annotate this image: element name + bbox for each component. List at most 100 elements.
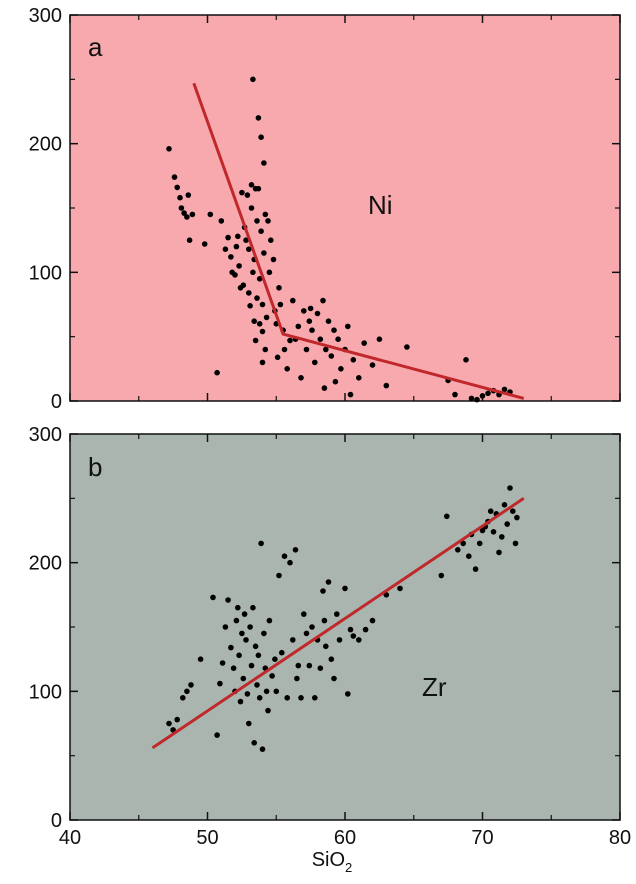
data-point — [298, 375, 304, 381]
data-point — [287, 337, 293, 344]
data-point — [228, 254, 234, 260]
fit-line — [192, 82, 525, 400]
data-point — [510, 508, 516, 514]
data-point — [404, 344, 410, 350]
data-point — [251, 318, 257, 325]
panel-b-plot-area — [69, 433, 621, 821]
data-point — [309, 624, 315, 630]
data-point — [265, 707, 271, 714]
data-point — [309, 327, 315, 334]
data-point — [323, 643, 329, 650]
data-point — [250, 604, 256, 611]
panel-b: 0 100 200 300 40 50 60 70 80 b Zr SiO2 — [29, 424, 632, 875]
data-point — [255, 652, 262, 659]
data-point — [261, 250, 267, 256]
data-point — [218, 218, 225, 224]
data-point — [338, 366, 344, 372]
data-point — [345, 323, 351, 330]
data-point — [356, 637, 362, 643]
data-point — [276, 285, 282, 291]
data-point — [444, 513, 450, 520]
data-point — [261, 160, 267, 166]
data-point — [369, 617, 376, 624]
data-point — [490, 529, 497, 535]
data-point — [256, 321, 263, 327]
data-point — [356, 375, 362, 381]
data-point — [504, 521, 511, 527]
y-tick-label: 0 — [51, 810, 62, 832]
data-point — [259, 301, 266, 308]
data-point — [201, 241, 208, 247]
data-point — [466, 553, 472, 559]
data-point — [301, 308, 307, 314]
x-tick-label: 50 — [196, 827, 218, 849]
data-point — [256, 695, 263, 701]
data-point — [325, 579, 332, 585]
data-point — [243, 237, 249, 243]
data-point — [241, 611, 248, 617]
data-point — [250, 76, 256, 83]
data-point — [350, 633, 357, 639]
data-point — [287, 559, 293, 566]
data-point — [276, 572, 282, 579]
x-axis-title-subscript: 2 — [345, 860, 352, 875]
data-point — [307, 305, 314, 312]
data-point — [207, 211, 214, 218]
data-point — [174, 716, 180, 723]
data-point — [501, 502, 508, 508]
data-point — [258, 540, 264, 547]
data-point — [290, 637, 296, 643]
data-point — [321, 385, 328, 391]
data-point — [186, 237, 193, 243]
data-point — [255, 185, 262, 192]
data-point — [184, 214, 190, 220]
data-point — [247, 303, 253, 309]
data-point — [292, 547, 299, 553]
data-point — [361, 340, 368, 346]
panel-b-letter: b — [88, 452, 102, 482]
data-point — [335, 336, 341, 343]
data-point — [232, 272, 238, 278]
data-point — [268, 237, 274, 243]
panel-a-plot-area — [69, 14, 621, 402]
data-point — [512, 540, 519, 547]
data-point — [334, 611, 340, 617]
data-point — [262, 211, 269, 218]
data-point — [501, 386, 508, 393]
data-point — [237, 698, 244, 705]
panel-a-marks — [166, 76, 525, 403]
data-point — [185, 192, 192, 198]
data-point — [350, 357, 357, 363]
data-point — [306, 662, 313, 669]
data-point — [248, 205, 255, 211]
data-point — [230, 665, 237, 671]
data-point — [243, 637, 249, 643]
panel-a-letter: a — [88, 32, 103, 62]
data-point — [347, 391, 354, 398]
data-point — [262, 346, 269, 353]
data-point — [314, 310, 321, 317]
data-point — [301, 611, 307, 617]
data-point — [266, 269, 273, 276]
data-point — [244, 691, 251, 697]
data-point — [281, 553, 288, 559]
data-point — [258, 134, 264, 140]
data-point — [261, 630, 267, 637]
data-point — [254, 295, 260, 301]
data-point — [214, 732, 220, 738]
data-point — [180, 695, 186, 701]
data-point — [294, 675, 300, 682]
x-tick-label: 40 — [59, 827, 81, 849]
data-point — [479, 393, 486, 399]
data-point — [236, 652, 242, 659]
data-point — [225, 597, 231, 603]
data-point — [303, 630, 310, 637]
panel-b-element-label: Zr — [422, 672, 447, 702]
data-point — [248, 662, 255, 669]
data-point — [265, 218, 271, 224]
data-point — [499, 534, 505, 540]
data-point — [342, 585, 348, 592]
data-point — [320, 297, 326, 304]
data-point — [184, 688, 190, 695]
data-point — [259, 746, 266, 752]
